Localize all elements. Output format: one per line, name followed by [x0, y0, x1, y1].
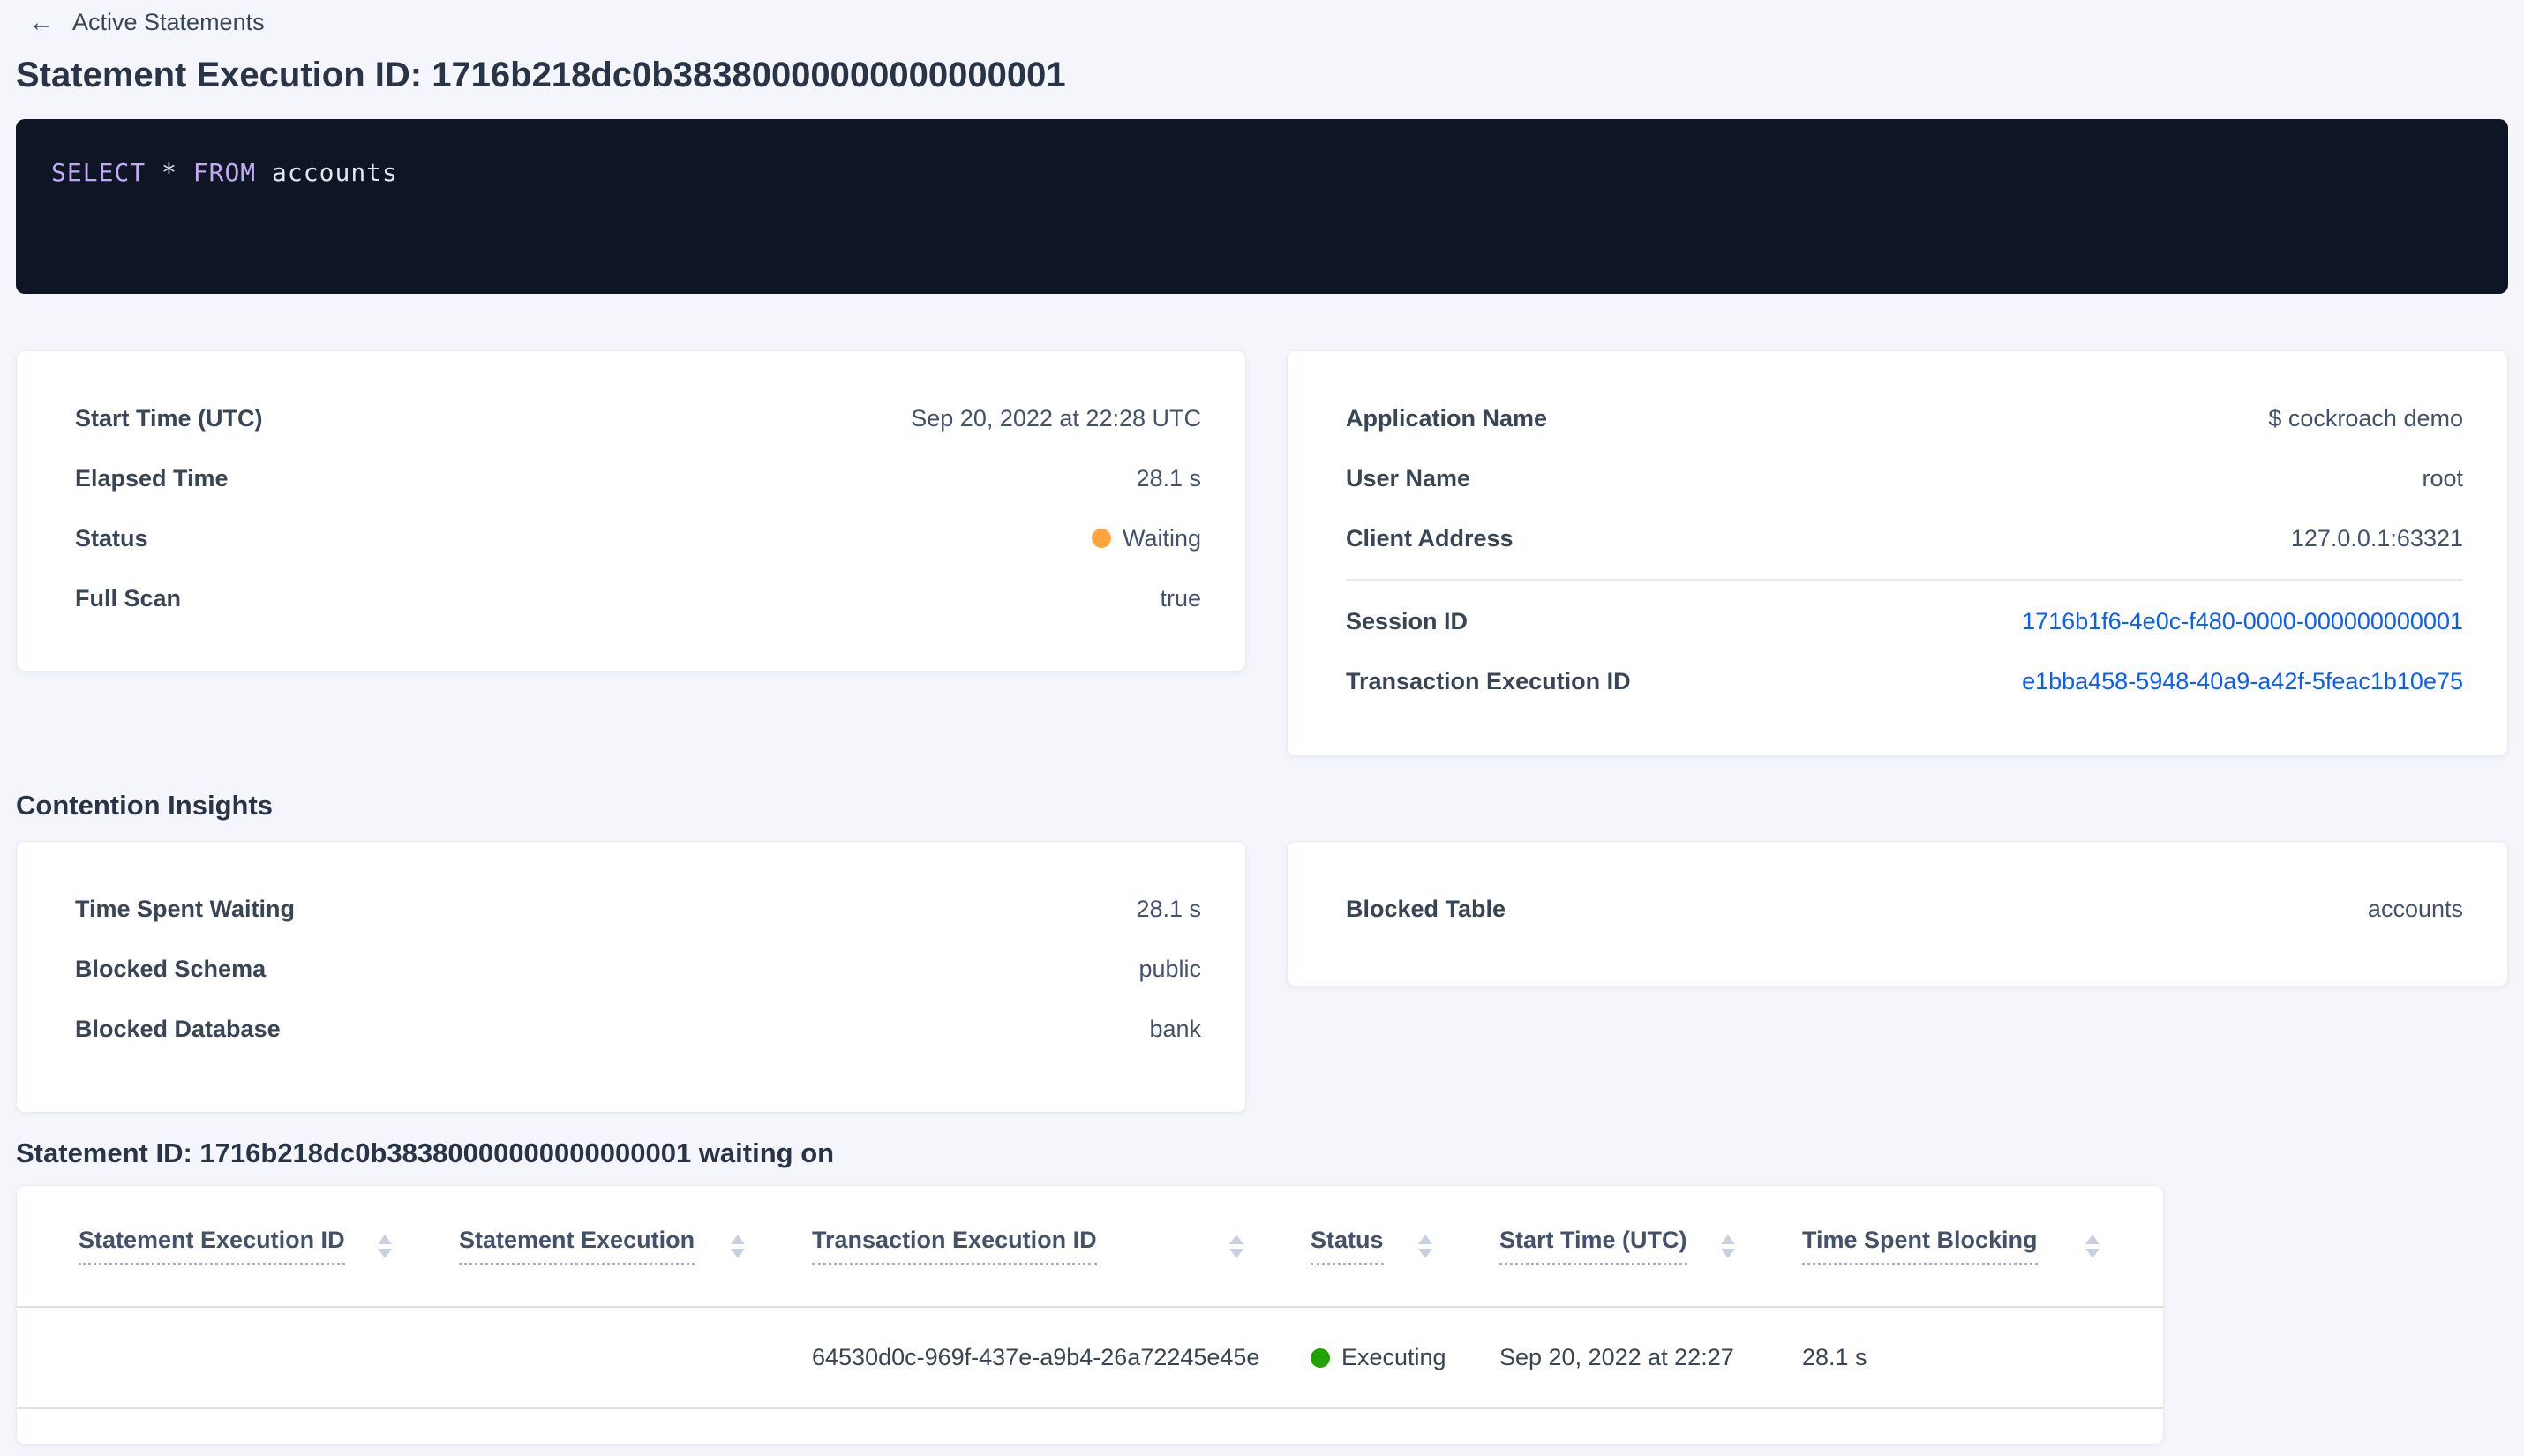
- row-blocked-table: Blocked Table accounts: [1346, 879, 2463, 939]
- blocked-database-value: bank: [1149, 1015, 1201, 1042]
- time-spent-waiting-value: 28.1 s: [1136, 895, 1201, 922]
- application-name-label: Application Name: [1346, 404, 1548, 432]
- client-address-value: 127.0.0.1:63321: [2290, 524, 2463, 552]
- column-header-time-spent-blocking[interactable]: Time Spent Blocking: [1740, 1186, 2163, 1308]
- row-status: Status Waiting: [75, 508, 1201, 568]
- transaction-execution-id-link[interactable]: e1bba458-5948-40a9-a42f-5feac1b10e75: [2022, 667, 2463, 694]
- sql-statement-text: SELECT * FROM accounts: [51, 158, 2473, 188]
- row-session-id: Session ID 1716b1f6-4e0c-f480-0000-00000…: [1346, 591, 2463, 651]
- sql-star: *: [162, 158, 177, 187]
- start-time-value: Sep 20, 2022 at 22:28 UTC: [911, 404, 1201, 432]
- column-label-statement-execution-id: Statement Execution ID: [79, 1227, 345, 1265]
- contention-details-card: Time Spent Waiting 28.1 s Blocked Schema…: [16, 841, 1246, 1113]
- column-header-statement-execution-id[interactable]: Statement Execution ID: [17, 1186, 397, 1308]
- row-client-address: Client Address 127.0.0.1:63321: [1346, 508, 2463, 568]
- table-header-row: Statement Execution ID Statement Executi…: [17, 1186, 2163, 1308]
- sql-keyword-select: SELECT: [51, 158, 146, 187]
- status-value-text: Waiting: [1122, 524, 1201, 552]
- row-blocked-schema: Blocked Schema public: [75, 939, 1201, 999]
- column-header-start-time[interactable]: Start Time (UTC): [1438, 1186, 1740, 1308]
- sql-table-name: accounts: [272, 158, 398, 187]
- status-label: Status: [75, 524, 148, 552]
- blocked-table-label: Blocked Table: [1346, 895, 1506, 922]
- row-user-name: User Name root: [1346, 448, 2463, 508]
- cell-time-spent-blocking: 28.1 s: [1740, 1307, 2163, 1409]
- row-application-name: Application Name $ cockroach demo: [1346, 388, 2463, 448]
- blocked-database-label: Blocked Database: [75, 1015, 281, 1042]
- time-spent-waiting-label: Time Spent Waiting: [75, 895, 296, 922]
- column-label-time-spent-blocking: Time Spent Blocking: [1802, 1227, 2038, 1265]
- waiting-statements-table-card: Statement Execution ID Statement Executi…: [16, 1185, 2164, 1445]
- column-label-statement-execution: Statement Execution: [459, 1227, 695, 1265]
- waiting-statement-table-row: 64530d0c-969f-437e-a9b4-26a72245e45e Exe…: [17, 1307, 2163, 1409]
- session-card-divider: [1346, 579, 2463, 581]
- contention-insights-heading: Contention Insights: [16, 790, 274, 821]
- transaction-execution-id-label: Transaction Execution ID: [1346, 667, 1631, 694]
- blocked-schema-label: Blocked Schema: [75, 955, 267, 982]
- row-time-spent-waiting: Time Spent Waiting 28.1 s: [75, 879, 1201, 939]
- column-label-status: Status: [1311, 1227, 1384, 1265]
- contention-cards-row: Time Spent Waiting 28.1 s Blocked Schema…: [16, 841, 2508, 1113]
- page-title: Statement Execution ID: 1716b218dc0b3838…: [16, 56, 1066, 94]
- user-name-label: User Name: [1346, 464, 1471, 492]
- cell-status-text: Executing: [1341, 1344, 1446, 1370]
- cell-transaction-execution-id: 64530d0c-969f-437e-a9b4-26a72245e45e: [750, 1307, 1259, 1409]
- column-label-transaction-execution-id: Transaction Execution ID: [812, 1227, 1097, 1265]
- client-address-label: Client Address: [1346, 524, 1514, 552]
- row-blocked-database: Blocked Database bank: [75, 999, 1201, 1059]
- sort-icon[interactable]: [731, 1234, 745, 1258]
- full-scan-value: true: [1160, 584, 1201, 612]
- cell-statement-execution: [397, 1307, 750, 1409]
- sort-icon[interactable]: [2085, 1234, 2100, 1258]
- blocked-table-value: accounts: [2367, 895, 2463, 922]
- cell-status: Executing: [1249, 1307, 1446, 1409]
- back-link-active-statements[interactable]: ← Active Statements: [16, 0, 265, 36]
- column-header-statement-execution[interactable]: Statement Execution: [397, 1186, 750, 1308]
- session-details-card: Application Name $ cockroach demo User N…: [1287, 350, 2508, 756]
- sort-icon[interactable]: [1418, 1234, 1432, 1258]
- executing-status-dot-icon: [1311, 1347, 1330, 1368]
- user-name-value: root: [2422, 464, 2463, 492]
- row-start-time: Start Time (UTC) Sep 20, 2022 at 22:28 U…: [75, 388, 1201, 448]
- sort-icon[interactable]: [378, 1234, 392, 1258]
- session-id-link[interactable]: 1716b1f6-4e0c-f480-0000-000000000001: [2022, 607, 2463, 634]
- blocked-schema-value: public: [1138, 955, 1201, 982]
- column-label-start-time: Start Time (UTC): [1499, 1227, 1687, 1265]
- back-link-label: Active Statements: [72, 9, 265, 35]
- cell-statement-execution-id: [17, 1307, 397, 1409]
- blocked-table-card: Blocked Table accounts: [1287, 841, 2508, 987]
- sql-statement-box: SELECT * FROM accounts: [16, 119, 2508, 294]
- sql-keyword-from: FROM: [192, 158, 257, 187]
- application-name-value: $ cockroach demo: [2268, 404, 2463, 432]
- waiting-statements-table: Statement Execution ID Statement Executi…: [17, 1186, 2163, 1409]
- back-arrow-icon: ←: [28, 7, 55, 37]
- column-header-status[interactable]: Status: [1249, 1186, 1438, 1308]
- row-transaction-execution-id: Transaction Execution ID e1bba458-5948-4…: [1346, 651, 2463, 711]
- status-value: Waiting: [1091, 524, 1201, 552]
- execution-details-card: Start Time (UTC) Sep 20, 2022 at 22:28 U…: [16, 350, 1246, 672]
- elapsed-time-value: 28.1 s: [1136, 464, 1201, 492]
- elapsed-time-label: Elapsed Time: [75, 464, 229, 492]
- sort-icon[interactable]: [1721, 1234, 1735, 1258]
- cell-start-time: Sep 20, 2022 at 22:27: [1438, 1307, 1740, 1409]
- row-full-scan: Full Scan true: [75, 568, 1201, 628]
- sort-icon[interactable]: [1229, 1234, 1243, 1258]
- waiting-status-dot-icon: [1091, 529, 1111, 548]
- start-time-label: Start Time (UTC): [75, 404, 263, 432]
- column-header-transaction-execution-id[interactable]: Transaction Execution ID: [750, 1186, 1249, 1308]
- summary-cards-row: Start Time (UTC) Sep 20, 2022 at 22:28 U…: [16, 350, 2508, 756]
- row-elapsed-time: Elapsed Time 28.1 s: [75, 448, 1201, 508]
- full-scan-label: Full Scan: [75, 584, 182, 612]
- session-id-label: Session ID: [1346, 607, 1469, 634]
- waiting-on-heading: Statement ID: 1716b218dc0b38380000000000…: [16, 1137, 835, 1168]
